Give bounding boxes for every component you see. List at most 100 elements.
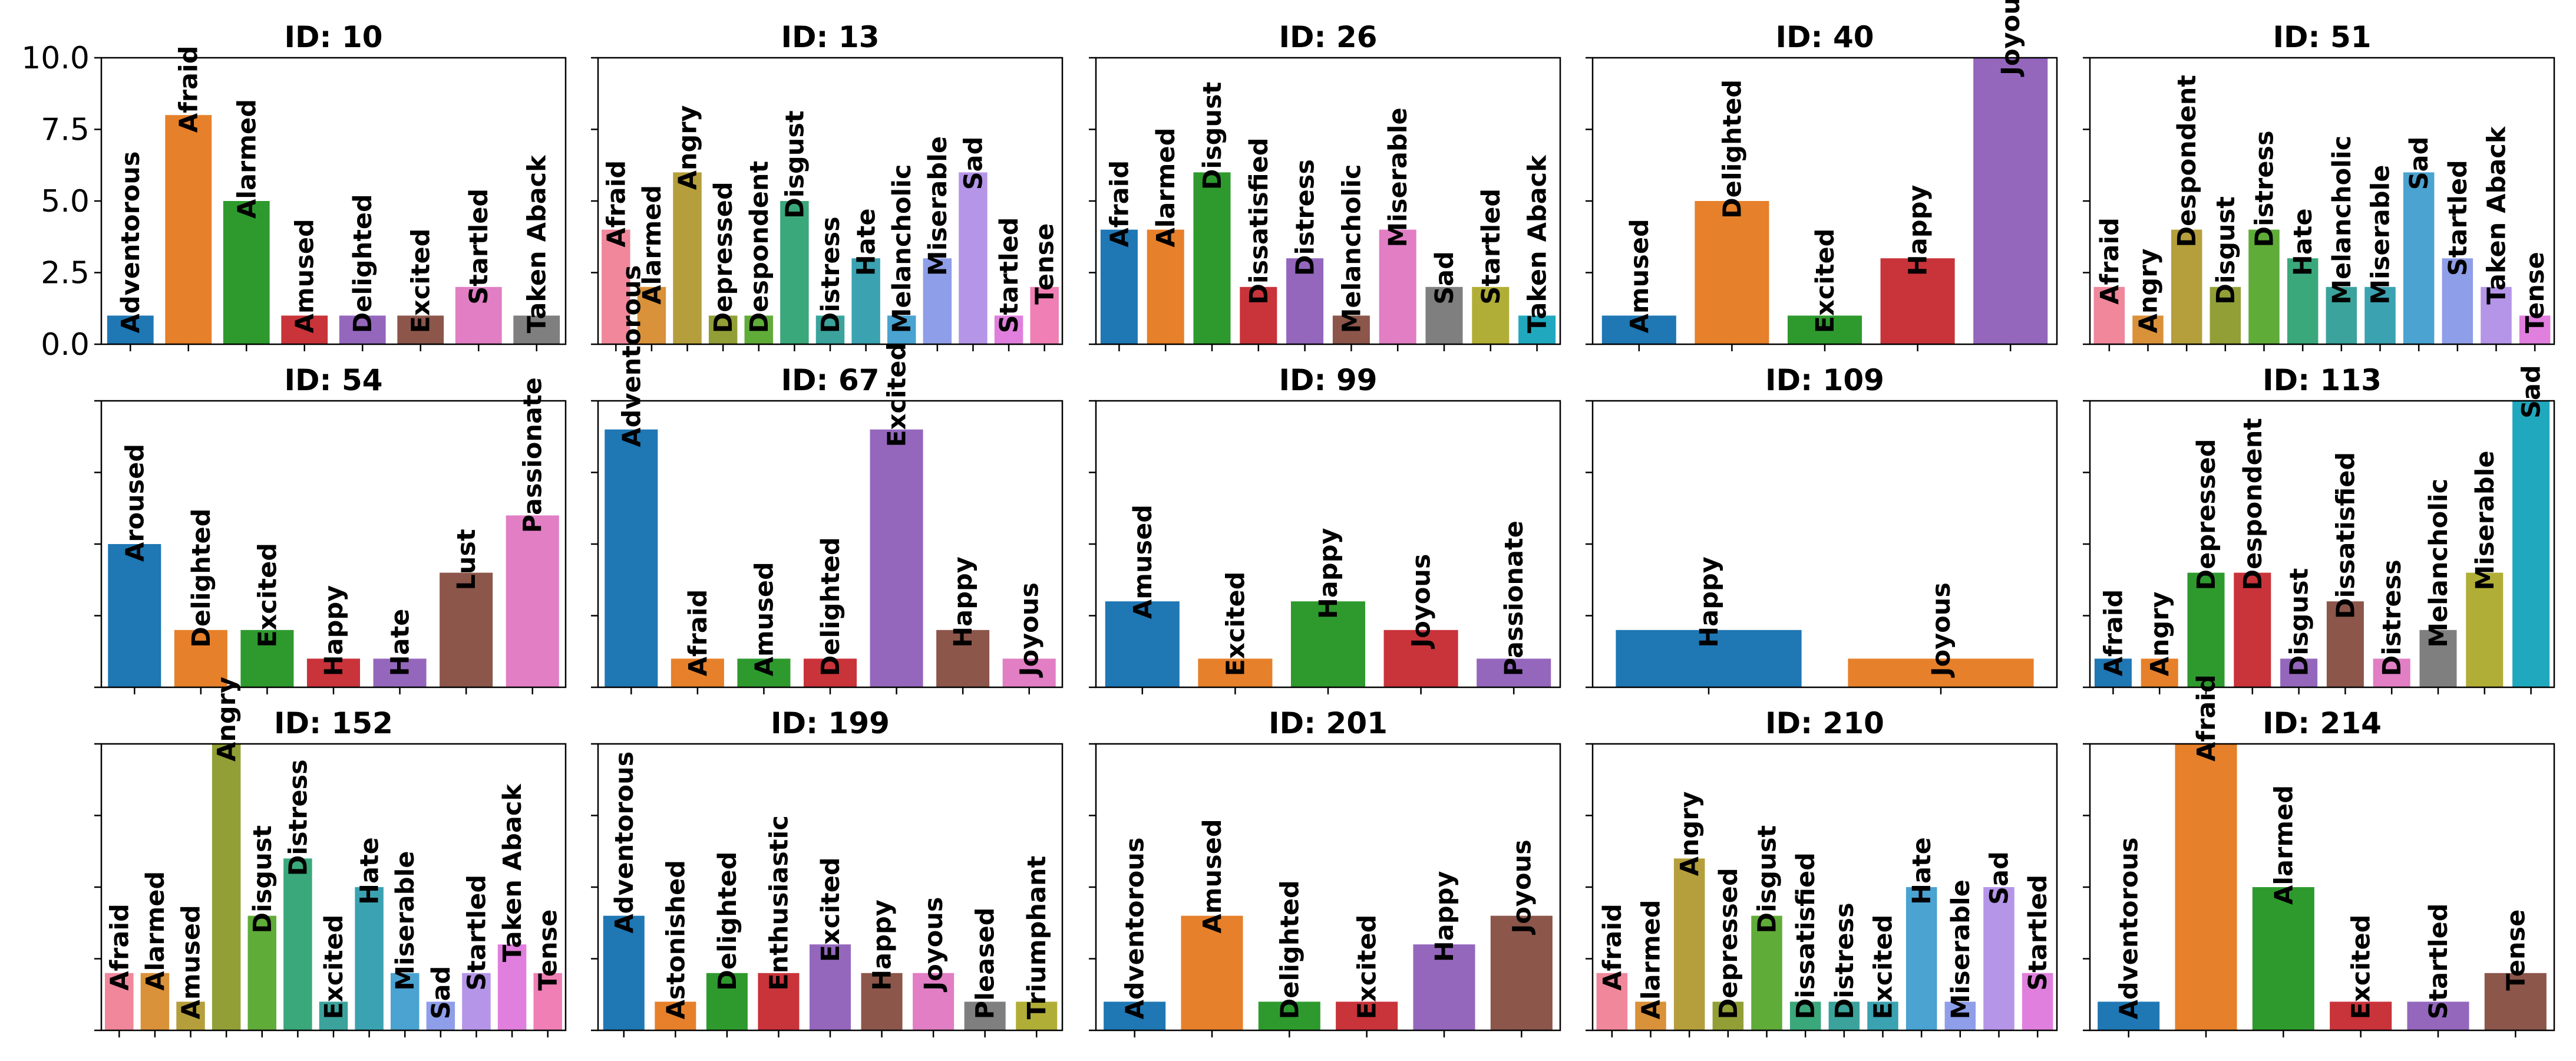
bar-enthusiastic	[758, 973, 800, 1030]
subplot-title: ID: 26	[1279, 20, 1377, 54]
y-tick-label: 10.0	[21, 41, 90, 76]
bar-despondent	[2171, 229, 2202, 344]
bar-distress	[2373, 658, 2410, 687]
bar-delighted	[339, 315, 386, 344]
subplot-title: ID: 13	[781, 20, 879, 54]
bar-label-excited: Excited	[1353, 915, 1382, 1020]
bar-happy	[1880, 258, 1955, 344]
subplot-id-10: Adventorous Afraid Alarmed Amused Delighted E…	[21, 20, 567, 363]
bars	[107, 115, 560, 344]
bar-excited	[397, 315, 444, 344]
bar-label-pleased: Pleased	[971, 907, 1000, 1019]
bar-label-alarmed: Alarmed	[232, 99, 262, 219]
bar-label-sad: Sad	[2517, 365, 2547, 419]
bar-label-afraid: Afraid	[105, 904, 134, 991]
bar-excited	[1787, 315, 1862, 344]
bar-label-hate: Hate	[1907, 837, 1937, 905]
bar-alarmed	[140, 973, 170, 1030]
bar-label-afraid: Afraid	[1598, 904, 1627, 991]
bar-label-tense: Tense	[1031, 223, 1060, 305]
bar-melancholic	[1332, 315, 1370, 344]
bar-happy	[306, 658, 361, 687]
bar-label-taken-aback: Taken Aback	[1523, 154, 1553, 334]
bar-label-startled: Startled	[995, 217, 1024, 333]
bar-label-distress: Distress	[816, 216, 846, 333]
bar-delighted	[706, 973, 748, 1030]
bar-melancholic	[887, 315, 916, 344]
bar-label-distress: Distress	[1291, 159, 1320, 276]
bar-label-depressed: Depressed	[2192, 439, 2221, 590]
bar-label-dissatisfied: Dissatisfied	[1244, 137, 1274, 304]
bar-label-tense: Tense	[2501, 910, 2531, 991]
bar-label-passionate: Passionate	[1500, 520, 1529, 676]
bar-delighted	[1695, 201, 1769, 344]
bar-label-disgust: Disgust	[1753, 825, 1782, 934]
bar-label-joyous: Joyous	[1507, 839, 1537, 935]
bar-label-happy: Happy	[1430, 871, 1459, 963]
bar-afraid	[165, 115, 212, 344]
bar-joyous	[1973, 58, 2048, 344]
bar-label-despondent: Despondent	[2238, 418, 2268, 590]
bar-label-miserable: Miserable	[1946, 879, 1976, 1019]
bar-excited	[870, 429, 923, 687]
bar-label-despondent: Despondent	[745, 161, 774, 334]
bar-label-miserable: Miserable	[2366, 165, 2396, 305]
bar-triumphant	[1016, 1001, 1058, 1030]
bar-alarmed	[1147, 229, 1184, 344]
bar-label-sad: Sad	[959, 137, 988, 190]
bar-taken-aback	[513, 315, 560, 344]
bar-dissatisfied	[1789, 1001, 1821, 1030]
subplot-title: ID: 152	[274, 706, 393, 740]
bar-happy	[936, 630, 990, 687]
bar-label-astonished: Astonished	[661, 860, 691, 1019]
bar-label-adventorous: Adventorous	[116, 151, 146, 333]
bar-label-happy: Happy	[868, 899, 897, 991]
bar-label-happy: Happy	[1904, 185, 1933, 276]
y-tick-label: 5.0	[41, 184, 90, 219]
bar-label-afraid: Afraid	[2192, 674, 2221, 762]
subplot-id-40: Amused Delighted Excited Happy Joyous ID: 40	[1586, 0, 2058, 351]
bar-hate	[2287, 258, 2319, 344]
bar-disgust	[1751, 915, 1782, 1030]
bar-miserable	[2364, 286, 2396, 344]
subplot-title: ID: 67	[781, 363, 879, 397]
bar-label-sad: Sad	[427, 966, 456, 1020]
bar-hate	[1905, 887, 1937, 1030]
bar-label-adventorous: Adventorous	[2115, 837, 2144, 1019]
bar-label-disgust: Disgust	[780, 110, 810, 219]
bar-sad	[2403, 172, 2435, 344]
bar-label-excited: Excited	[816, 857, 846, 962]
bar-label-sad: Sad	[2405, 137, 2434, 190]
bar-disgust	[1193, 172, 1231, 344]
bar-label-dissatisfied: Dissatisfied	[2331, 452, 2360, 619]
bar-label-miserable: Miserable	[391, 851, 420, 991]
bar-label-alarmed: Alarmed	[1637, 899, 1666, 1019]
bar-hate	[373, 658, 427, 687]
bars	[1104, 915, 1553, 1030]
bar-label-amused: Amused	[1198, 819, 1227, 933]
bar-label-excited: Excited	[1221, 572, 1250, 677]
bar-label-adventorous: Adventorous	[617, 265, 646, 447]
bars	[108, 515, 559, 687]
bar-amused	[281, 315, 328, 344]
bar-label-taken-aback: Taken Aback	[2482, 126, 2512, 305]
bar-sad	[1983, 887, 2014, 1030]
bar-excited	[319, 1001, 348, 1030]
y-tick-label: 2.5	[41, 256, 90, 291]
bar-label-angry: Angry	[1675, 791, 1705, 876]
bar-label-angry: Angry	[2145, 591, 2175, 676]
bar-label-delighted: Delighted	[348, 194, 378, 333]
bar-adventorous	[107, 315, 154, 344]
bar-label-hate: Hate	[355, 837, 385, 905]
bar-amused	[176, 1001, 205, 1030]
subplot-title: ID: 199	[771, 706, 890, 740]
bar-despondent	[744, 315, 774, 344]
bar-label-depressed: Depressed	[1714, 868, 1743, 1019]
bar-label-joyous: Joyous	[919, 897, 949, 992]
bar-label-alarmed: Alarmed	[2269, 785, 2298, 905]
bar-happy	[1616, 630, 1802, 687]
bar-afraid	[2175, 744, 2237, 1030]
bar-angry	[673, 172, 702, 344]
bar-happy	[861, 973, 903, 1030]
